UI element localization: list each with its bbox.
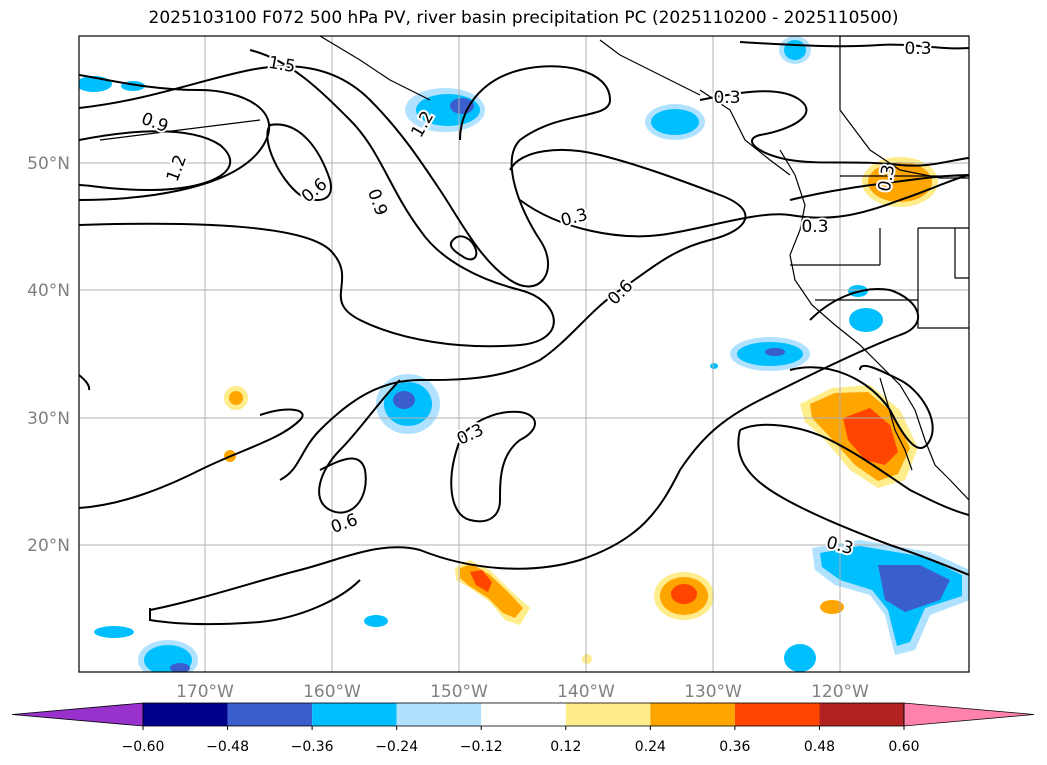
colorbar-tick-label: −0.24 bbox=[375, 739, 418, 755]
svg-text:1.5: 1.5 bbox=[267, 53, 297, 77]
contour-label: 0.6 bbox=[296, 172, 334, 209]
svg-text:0.3: 0.3 bbox=[559, 205, 590, 231]
anomaly-neg bbox=[784, 40, 806, 60]
colorbar: −0.60 −0.48 −0.36 −0.24 −0.12 0.12 0.24 0.36 0.4… bbox=[11, 702, 1035, 755]
svg-text:0.3: 0.3 bbox=[713, 88, 740, 108]
anomaly-pos bbox=[820, 600, 844, 614]
anomaly-neg bbox=[450, 98, 474, 114]
colorbar-tick-label: 0.12 bbox=[550, 739, 581, 755]
anomaly-neg bbox=[849, 308, 883, 332]
svg-text:0.9: 0.9 bbox=[363, 186, 391, 218]
contour-label: 0.6 bbox=[326, 508, 362, 540]
colorbar-tick-label: −0.36 bbox=[291, 739, 334, 755]
anomaly-neg bbox=[651, 109, 699, 135]
map-frame bbox=[78, 35, 970, 673]
colorbar-segment bbox=[734, 703, 820, 726]
anomaly-pos bbox=[470, 570, 492, 592]
longitude-labels: 170°W 160°W 150°W 140°W 130°W 120°W bbox=[176, 682, 869, 702]
lon-label: 140°W bbox=[557, 682, 615, 702]
contour-label: 0.3 bbox=[904, 39, 931, 59]
contour-label: 0.3 bbox=[799, 215, 830, 239]
contour-label: 0.9 bbox=[361, 184, 393, 220]
colorbar-tick-label: 0.24 bbox=[635, 739, 666, 755]
svg-text:1.2: 1.2 bbox=[163, 152, 191, 184]
anomaly-pos bbox=[582, 654, 592, 664]
colorbar-extend-min bbox=[11, 702, 144, 727]
anomaly-neg bbox=[710, 363, 718, 369]
colorbar-segment bbox=[819, 703, 904, 726]
colorbar-segment bbox=[396, 703, 482, 726]
lon-label: 150°W bbox=[430, 682, 488, 702]
colorbar-segment bbox=[650, 703, 735, 726]
latitude-labels: 50°N 40°N 30°N 20°N bbox=[27, 154, 70, 556]
colorbar-segment bbox=[481, 703, 566, 726]
lon-label: 120°W bbox=[811, 682, 869, 702]
svg-text:0.3: 0.3 bbox=[801, 217, 828, 237]
anomaly-neg bbox=[878, 565, 950, 612]
lon-label: 170°W bbox=[176, 682, 234, 702]
colorbar-tick-label: 0.36 bbox=[719, 739, 750, 755]
anomaly-neg bbox=[94, 626, 134, 638]
svg-text:0.6: 0.6 bbox=[298, 174, 332, 207]
anomaly-neg bbox=[170, 663, 190, 672]
colorbar-tick-label: −0.48 bbox=[206, 739, 249, 755]
lon-label: 160°W bbox=[303, 682, 361, 702]
anomaly-pos bbox=[671, 584, 697, 604]
colorbar-segment bbox=[312, 703, 397, 726]
lat-label: 30°N bbox=[27, 409, 70, 429]
anomaly-neg bbox=[393, 391, 415, 409]
svg-text:0.9: 0.9 bbox=[139, 109, 171, 137]
lat-label: 20°N bbox=[27, 536, 70, 556]
lat-label: 50°N bbox=[27, 154, 70, 174]
colorbar-tick-label: −0.60 bbox=[122, 739, 165, 755]
precip-shading bbox=[79, 36, 969, 672]
map-title: 2025103100 F072 500 hPa PV, river basin … bbox=[148, 8, 899, 28]
colorbar-segment bbox=[227, 703, 313, 726]
contour-label: 1.5 bbox=[265, 51, 299, 79]
contour-labels: 1.50.91.20.6 0.91.20.30.30.60.60.30.30.30… bbox=[137, 37, 934, 561]
colorbar-tick-label: 0.48 bbox=[804, 739, 835, 755]
anomaly-pos bbox=[843, 408, 898, 465]
pv-contours bbox=[79, 41, 969, 626]
anomaly-neg bbox=[765, 348, 785, 356]
colorbar-extend-max bbox=[903, 702, 1035, 727]
colorbar-tick-label: −0.12 bbox=[460, 739, 503, 755]
contour-label: 0.3 bbox=[557, 203, 592, 233]
anomaly-neg bbox=[784, 644, 816, 672]
contour-label: 0.3 bbox=[873, 161, 901, 195]
colorbar-segment bbox=[143, 703, 228, 726]
colorbar-outline bbox=[142, 702, 905, 727]
anomaly-pos bbox=[229, 391, 243, 405]
contour-label: 0.3 bbox=[711, 86, 742, 110]
colorbar-segment bbox=[565, 703, 651, 726]
svg-text:0.3: 0.3 bbox=[875, 163, 899, 193]
anomaly-neg bbox=[364, 615, 388, 627]
graticule bbox=[79, 36, 969, 672]
contour-label: 1.2 bbox=[161, 150, 193, 186]
colorbar-tick-label: 0.60 bbox=[888, 739, 919, 755]
contour-label: 0.9 bbox=[137, 107, 173, 139]
lon-label: 130°W bbox=[684, 682, 742, 702]
lat-label: 40°N bbox=[27, 281, 70, 301]
svg-text:0.6: 0.6 bbox=[328, 510, 360, 538]
